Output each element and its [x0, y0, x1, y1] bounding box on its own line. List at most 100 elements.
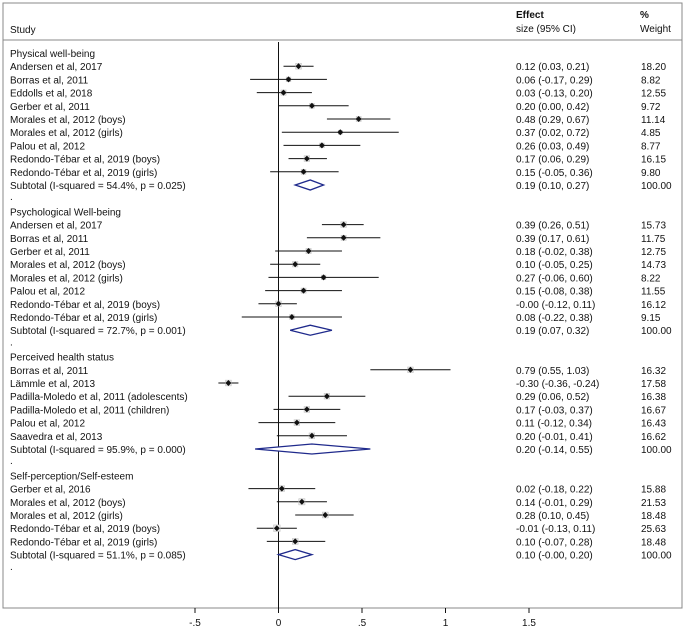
group-3-subtotal-diamond: [255, 443, 371, 455]
group-1-study-5-weight-text: 11.14: [641, 115, 666, 126]
group-4-study-3-weight-text: 18.48: [641, 511, 666, 522]
group-3-study-5-ci-text: 0.11 (-0.12, 0.34): [516, 419, 592, 430]
group-2-study-3-ci-text: 0.18 (-0.02, 0.38): [516, 247, 593, 258]
header-effect-line2: size (95% CI): [516, 24, 576, 35]
group-2-study-1-point: [340, 221, 347, 228]
group-1-study-7-weight-text: 8.77: [641, 141, 661, 152]
group-1-study-1-weight-text: 18.20: [641, 62, 666, 73]
group-4-study-1-label: Gerber et al, 2016: [10, 485, 91, 496]
group-3-study-3-weight-text: 16.38: [641, 392, 666, 403]
group-3-study-5-weight-text: 16.43: [641, 419, 666, 430]
group-2-study-5-ci-text: 0.27 (-0.06, 0.60): [516, 273, 593, 284]
group-2-study-3-label: Gerber et al, 2011: [10, 247, 90, 258]
header-effect-line1: Effect: [516, 10, 544, 21]
group-4-study-2-ci-text: 0.14 (-0.01, 0.29): [516, 498, 593, 509]
group-2-study-5-label: Morales et al, 2012 (girls): [10, 273, 123, 284]
group-1-study-3-weight-text: 12.55: [641, 89, 666, 100]
group-1-study-7-point: [318, 142, 325, 149]
group-2-study-8-point: [288, 314, 295, 320]
group-3-study-1-ci-text: 0.79 (0.55, 1.03): [516, 366, 589, 377]
group-4-title: Self-perception/Self-esteem: [10, 471, 133, 482]
group-3-study-1-weight-text: 16.32: [641, 366, 666, 377]
x-tick-label-1: -.5: [189, 618, 201, 629]
group-3-study-5-label: Palou et al, 2012: [10, 419, 85, 430]
group-1-study-9-point: [300, 168, 307, 175]
group-1-study-5-point: [355, 116, 362, 122]
group-1-study-3-point: [280, 89, 287, 96]
group-4-study-4-ci-text: -0.01 (-0.13, 0.11): [516, 524, 595, 535]
group-4-study-1-point: [278, 485, 285, 492]
group-4-study-1-ci-text: 0.02 (-0.18, 0.22): [516, 485, 593, 496]
group-1-study-2-label: Borras et al, 2011: [10, 75, 89, 86]
group-4-study-5-point: [292, 538, 299, 545]
group-2-study-6-ci-text: 0.15 (-0.08, 0.38): [516, 287, 593, 298]
group-1-study-4-label: Gerber et al, 2011: [10, 102, 90, 113]
group-4-study-4-point: [273, 525, 280, 532]
group-3-study-4-weight-text: 16.67: [641, 405, 666, 416]
group-3-study-2-ci-text: -0.30 (-0.36, -0.24): [516, 379, 599, 390]
group-2-study-1-ci-text: 0.39 (0.26, 0.51): [516, 221, 589, 232]
group-3-subtotal-ci-text: 0.20 (-0.14, 0.55): [516, 445, 593, 456]
group-1-study-5-label: Morales et al, 2012 (boys): [10, 115, 126, 126]
group-3-title: Perceived health status: [10, 353, 114, 364]
group-1-study-3-label: Eddolls et al, 2018: [10, 89, 93, 100]
group-3-study-5-point: [293, 419, 300, 426]
header-study: Study: [10, 25, 36, 36]
group-2-study-6-point: [300, 287, 307, 294]
group-1-study-3-ci-text: 0.03 (-0.13, 0.20): [516, 89, 593, 100]
group-3-study-3-ci-text: 0.29 (0.06, 0.52): [516, 392, 589, 403]
group-1-study-6-label: Morales et al, 2012 (girls): [10, 128, 123, 139]
group-1-subtotal-label: Subtotal (I-squared = 54.4%, p = 0.025): [10, 181, 186, 192]
group-1-study-2-ci-text: 0.06 (-0.17, 0.29): [516, 75, 593, 86]
group-1-study-8-ci-text: 0.17 (0.06, 0.29): [516, 155, 589, 166]
group-2-separator: .: [10, 337, 13, 348]
group-4-separator: .: [10, 562, 13, 573]
group-1-study-6-point: [337, 129, 344, 136]
group-2-study-3-weight-text: 12.75: [641, 247, 666, 258]
table-header: Study Effect size (95% CI) % Weight: [10, 10, 671, 36]
group-3-study-2-label: Lämmle et al, 2013: [10, 379, 95, 390]
group-3-study-6-weight-text: 16.62: [641, 432, 666, 443]
group-3-study-2-point: [225, 380, 232, 386]
group-2-study-5-weight-text: 8.22: [641, 273, 661, 284]
group-2-study-3-point: [305, 248, 312, 254]
header-weight-line2: Weight: [640, 24, 671, 35]
group-4-subtotal-label: Subtotal (I-squared = 51.1%, p = 0.085): [10, 551, 186, 562]
x-tick-label-3: .5: [358, 618, 367, 629]
group-1-study-6-ci-text: 0.37 (0.02, 0.72): [516, 128, 589, 139]
group-2-study-8-ci-text: 0.08 (-0.22, 0.38): [516, 313, 593, 324]
group-1-separator: .: [10, 192, 13, 203]
group-4-study-5-weight-text: 18.48: [641, 537, 666, 548]
group-3-study-6-point: [308, 432, 315, 439]
group-1-study-6-weight-text: 4.85: [641, 128, 661, 139]
group-4-study-4-label: Redondo-Tébar et al, 2019 (boys): [10, 524, 160, 535]
group-3-study-4-label: Padilla-Moledo et al, 2011 (children): [10, 405, 169, 416]
group-1-study-2-weight-text: 8.82: [641, 75, 661, 86]
group-3-study-4-point: [303, 406, 310, 413]
group-2-subtotal-weight-text: 100.00: [641, 326, 672, 337]
group-4-subtotal-weight-text: 100.00: [641, 551, 672, 562]
group-4-subtotal-diamond: [276, 548, 315, 561]
group-1-study-7-label: Palou et al, 2012: [10, 141, 85, 152]
group-1-study-1-ci-text: 0.12 (0.03, 0.21): [516, 62, 589, 73]
header-weight-line1: %: [640, 10, 649, 21]
group-2-study-1-weight-text: 15.73: [641, 221, 666, 232]
group-2-study-6-weight-text: 11.55: [641, 287, 666, 298]
group-4-study-2-label: Morales et al, 2012 (boys): [10, 498, 126, 509]
group-1-subtotal-weight-text: 100.00: [641, 181, 672, 192]
group-1-study-5-ci-text: 0.48 (0.29, 0.67): [516, 115, 589, 126]
x-tick-label-4: 1: [443, 618, 449, 629]
group-4-study-3-point: [322, 512, 329, 518]
group-4-study-3-ci-text: 0.28 (0.10, 0.45): [516, 511, 589, 522]
group-1-study-8-point: [303, 155, 310, 162]
group-3-subtotal-weight-text: 100.00: [641, 445, 672, 456]
group-2-study-2-point: [340, 234, 347, 241]
forest-rows: Physical well-being Andersen et al, 2017 0…: [10, 42, 672, 608]
group-2-study-7-label: Redondo-Tébar et al, 2019 (boys): [10, 300, 160, 311]
group-2-subtotal-diamond: [290, 324, 333, 336]
group-3-separator: .: [10, 456, 13, 467]
x-axis: -.5 0 .5 1 1.5: [189, 608, 536, 629]
group-2-study-4-label: Morales et al, 2012 (boys): [10, 260, 126, 271]
group-1-study-9-label: Redondo-Tébar et al, 2019 (girls): [10, 168, 157, 179]
